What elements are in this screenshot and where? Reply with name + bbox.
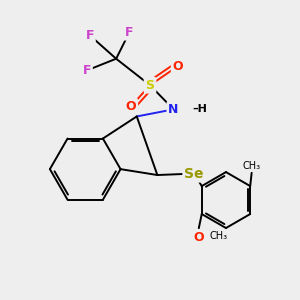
Text: O: O xyxy=(125,100,136,113)
Text: O: O xyxy=(194,230,204,244)
Text: –H: –H xyxy=(193,104,208,114)
Text: F: F xyxy=(125,26,134,39)
Text: O: O xyxy=(173,60,183,73)
Text: F: F xyxy=(85,29,94,42)
Text: S: S xyxy=(146,79,154,92)
Text: Se: Se xyxy=(184,167,204,181)
Text: F: F xyxy=(82,64,91,77)
Text: CH₃: CH₃ xyxy=(210,230,228,241)
Text: N: N xyxy=(168,103,179,116)
Text: CH₃: CH₃ xyxy=(243,161,261,171)
